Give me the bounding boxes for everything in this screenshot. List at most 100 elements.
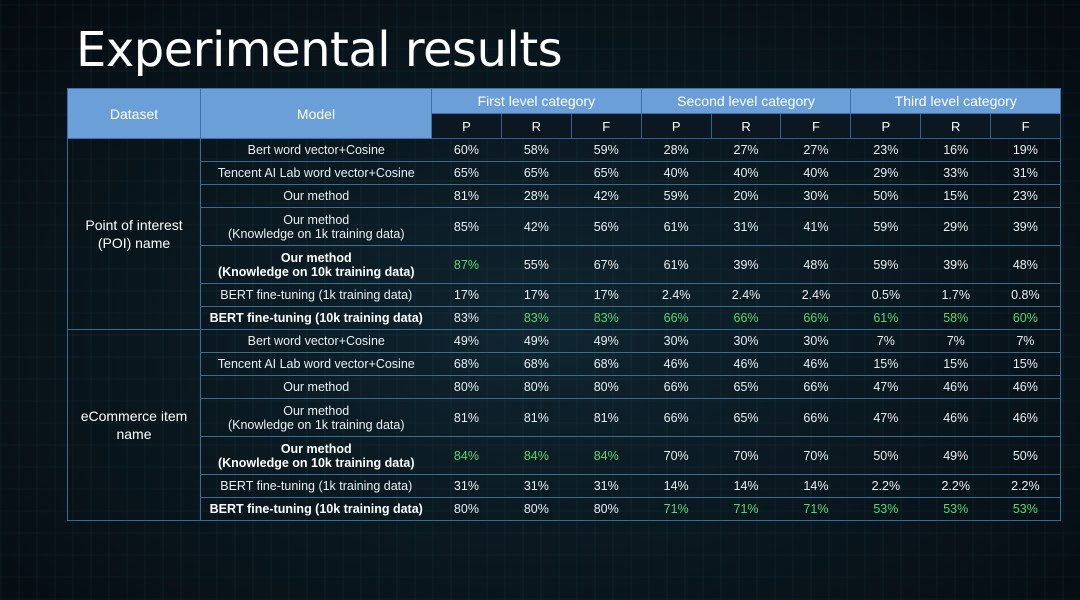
header-metric: R xyxy=(710,113,782,139)
model-cell: Our method xyxy=(200,375,432,399)
value-cell: 68% xyxy=(431,352,502,376)
header-metric: P xyxy=(640,113,712,139)
model-label-line: Tencent AI Lab word vector+Cosine xyxy=(217,357,415,371)
value-cell: 20% xyxy=(711,184,781,208)
value-cell: 47% xyxy=(850,375,921,399)
value-cell: 29% xyxy=(850,161,921,185)
value-cell: 47% xyxy=(850,398,921,437)
table-row: Our method (Knowledge on 1k training data… xyxy=(68,207,1061,246)
dataset-label-line: eCommerce item xyxy=(80,408,188,424)
value-cell: 27% xyxy=(780,138,851,162)
model-cell: BERT fine-tuning (10k training data) xyxy=(200,497,432,521)
value-cell: 85% xyxy=(431,207,502,246)
header-dataset: Dataset xyxy=(67,88,201,139)
value-cell: 71% xyxy=(641,497,712,521)
value-cell: 7% xyxy=(850,329,921,353)
value-cell: 7% xyxy=(990,329,1061,353)
model-label-line: Bert word vector+Cosine xyxy=(247,334,385,348)
value-cell: 17% xyxy=(431,283,502,307)
header-first-level: First level category xyxy=(431,88,642,114)
dataset-label-line: Point of interest xyxy=(85,217,183,233)
model-label-line: BERT fine-tuning (10k training data) xyxy=(209,311,423,325)
value-cell: 68% xyxy=(501,352,572,376)
value-cell: 19% xyxy=(990,138,1061,162)
value-cell: 59% xyxy=(641,184,712,208)
value-cell: 46% xyxy=(711,352,781,376)
value-cell: 66% xyxy=(711,306,781,330)
value-cell: 42% xyxy=(571,184,642,208)
header-metric: P xyxy=(850,113,922,139)
table-row: Tencent AI Lab word vector+Cosine 65% 65% 6… xyxy=(68,161,1061,185)
value-cell: 50% xyxy=(850,184,921,208)
value-cell: 59% xyxy=(850,245,921,284)
value-cell: 31% xyxy=(711,207,781,246)
value-cell: 59% xyxy=(571,138,642,162)
value-cell: 53% xyxy=(850,497,921,521)
value-cell: 40% xyxy=(780,161,851,185)
model-label-line: Our method xyxy=(283,380,350,394)
value-cell: 42% xyxy=(501,207,572,246)
value-cell: 84% xyxy=(431,436,502,475)
model-label-line: Our method xyxy=(280,441,352,456)
model-cell: Our method (Knowledge on 10k training dat… xyxy=(200,436,432,475)
value-cell: 14% xyxy=(711,474,781,498)
value-cell: 81% xyxy=(431,398,502,437)
header-metric: R xyxy=(920,113,992,139)
table-row: Our method (Knowledge on 10k training dat… xyxy=(68,436,1061,475)
value-cell: 30% xyxy=(641,329,712,353)
value-cell: 80% xyxy=(501,375,572,399)
model-cell: Tencent AI Lab word vector+Cosine xyxy=(200,352,432,376)
value-cell: 65% xyxy=(501,161,572,185)
value-cell: 60% xyxy=(990,306,1061,330)
value-cell: 46% xyxy=(780,352,851,376)
model-label-line: Tencent AI Lab word vector+Cosine xyxy=(217,166,415,180)
value-cell: 58% xyxy=(501,138,572,162)
model-label-line: Our method xyxy=(283,403,350,418)
value-cell: 14% xyxy=(641,474,712,498)
value-cell: 30% xyxy=(711,329,781,353)
value-cell: 2.4% xyxy=(711,283,781,307)
model-label-line: (Knowledge on 1k training data) xyxy=(227,417,405,432)
model-label-line: (Knowledge on 10k training data) xyxy=(217,455,415,470)
results-table: Dataset Model First level category Secon… xyxy=(67,88,1062,521)
value-cell: 31% xyxy=(990,161,1061,185)
page-title: Experimental results xyxy=(76,22,563,78)
value-cell: 48% xyxy=(990,245,1061,284)
value-cell: 28% xyxy=(501,184,572,208)
model-label-line: BERT fine-tuning (1k training data) xyxy=(220,288,413,302)
value-cell: 71% xyxy=(711,497,781,521)
header-second-level: Second level category xyxy=(640,88,852,114)
value-cell: 61% xyxy=(641,207,712,246)
value-cell: 66% xyxy=(641,375,712,399)
header-model: Model xyxy=(200,88,432,139)
value-cell: 70% xyxy=(780,436,851,475)
value-cell: 39% xyxy=(990,207,1061,246)
model-cell: Our method (Knowledge on 1k training data… xyxy=(200,398,432,437)
value-cell: 65% xyxy=(711,398,781,437)
value-cell: 80% xyxy=(431,497,502,521)
value-cell: 53% xyxy=(920,497,991,521)
value-cell: 66% xyxy=(641,306,712,330)
value-cell: 58% xyxy=(920,306,991,330)
value-cell: 29% xyxy=(920,207,991,246)
value-cell: 70% xyxy=(641,436,712,475)
value-cell: 16% xyxy=(920,138,991,162)
value-cell: 15% xyxy=(990,352,1061,376)
dataset-cell: Point of interest (POI) name xyxy=(67,138,201,330)
table-row: Our method (Knowledge on 10k training dat… xyxy=(68,245,1061,284)
value-cell: 0.8% xyxy=(990,283,1061,307)
model-cell: Bert word vector+Cosine xyxy=(200,138,432,162)
table-row: Point of interest (POI) name Bert word vec… xyxy=(67,138,1061,330)
value-cell: 80% xyxy=(501,497,572,521)
value-cell: 27% xyxy=(711,138,781,162)
value-cell: 84% xyxy=(571,436,642,475)
value-cell: 46% xyxy=(920,375,991,399)
value-cell: 61% xyxy=(850,306,921,330)
model-cell: BERT fine-tuning (1k training data) xyxy=(200,283,432,307)
value-cell: 80% xyxy=(431,375,502,399)
table-row: eCommerce item name Bert word vector+Cosin… xyxy=(67,329,1061,521)
header-metric: F xyxy=(990,113,1062,139)
value-cell: 66% xyxy=(780,306,851,330)
value-cell: 2.2% xyxy=(990,474,1061,498)
value-cell: 33% xyxy=(920,161,991,185)
